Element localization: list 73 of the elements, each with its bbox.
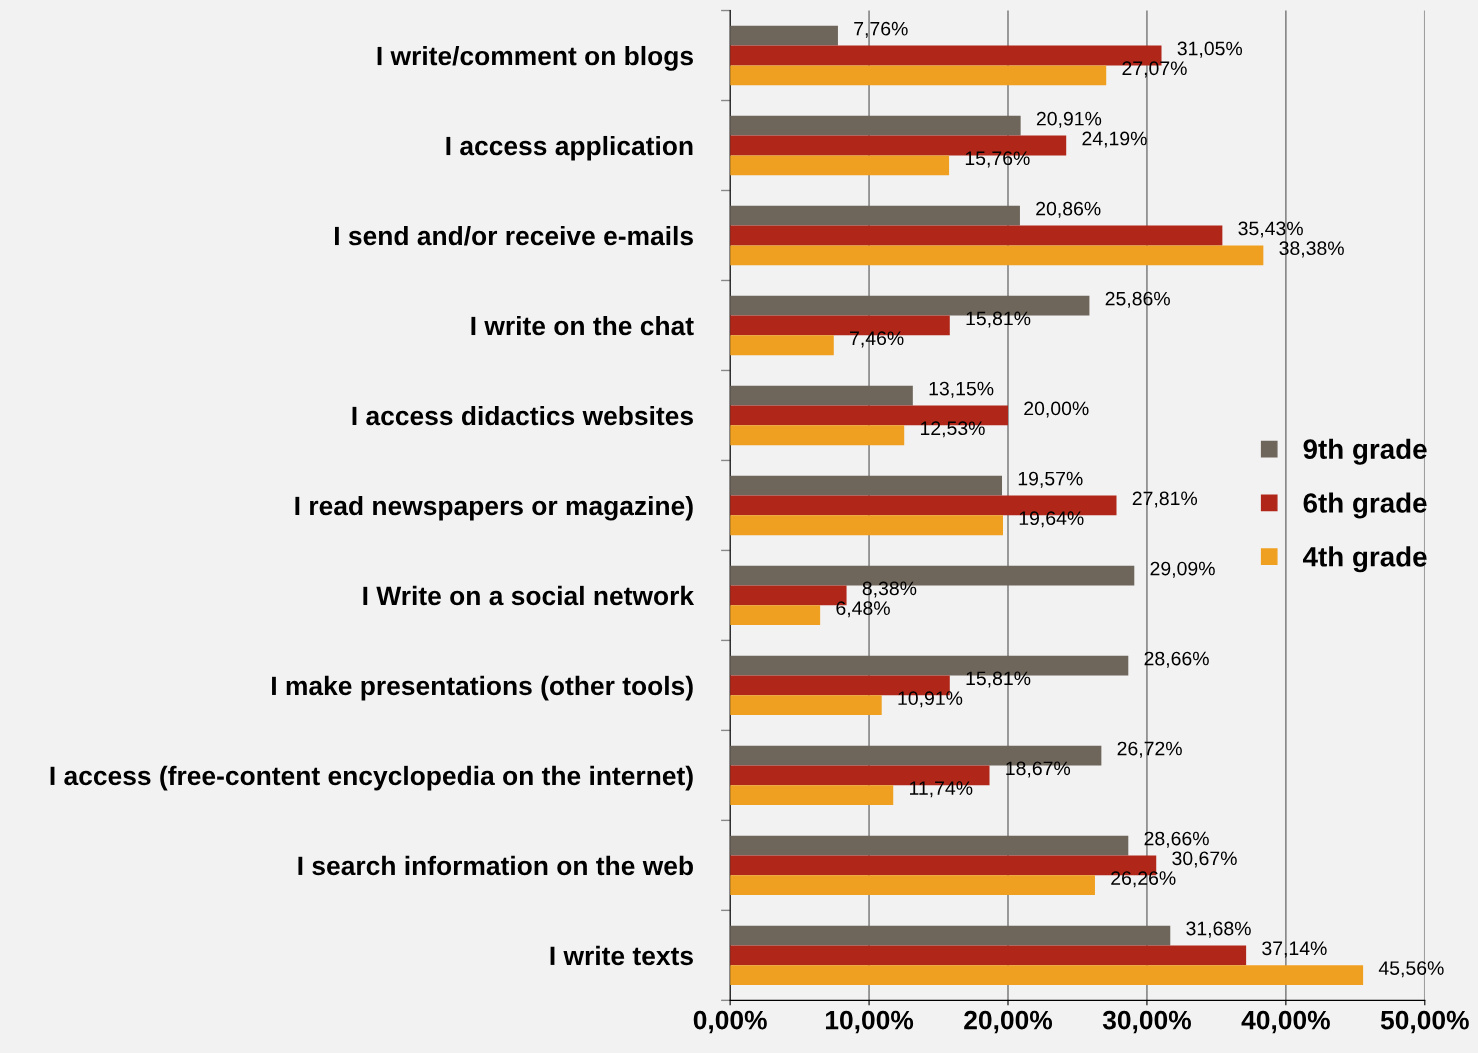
bar (730, 965, 1364, 986)
x-tick-label: 0,00% (693, 1010, 767, 1034)
data-label: 37,14% (1262, 941, 1327, 958)
data-label: 25,86% (1105, 291, 1170, 308)
bar (730, 835, 1129, 856)
y-tick-label: I access (free-content encyclopedia on the internet) (50, 765, 693, 791)
x-tick-label: 50,00% (1380, 1010, 1469, 1034)
bar (730, 925, 1171, 946)
data-label: 7,46% (850, 331, 904, 348)
data-label: 7,76% (854, 21, 908, 38)
y-tick-label: I write/comment on blogs (377, 45, 693, 71)
bar (730, 155, 950, 176)
data-label: 30,67% (1172, 851, 1237, 868)
data-label: 13,15% (929, 381, 994, 398)
x-tick-label: 10,00% (825, 1010, 914, 1034)
bar (730, 25, 838, 46)
bar (730, 335, 834, 356)
data-label: 26,72% (1117, 741, 1182, 758)
y-tick-label: I write on the chat (471, 315, 694, 336)
bar (730, 945, 1247, 966)
bar (730, 205, 1020, 226)
data-label: 24,19% (1082, 131, 1147, 148)
data-label: 19,64% (1019, 511, 1084, 528)
data-label: 28,66% (1144, 831, 1209, 848)
y-tick-label: I search information on the web (298, 855, 693, 876)
data-label: 35,43% (1238, 221, 1303, 238)
data-label: 18,67% (1006, 761, 1071, 778)
bar (730, 425, 905, 446)
data-label: 8,38% (862, 581, 917, 598)
data-label: 15,81% (966, 311, 1031, 328)
data-label: 11,74% (910, 781, 973, 798)
bar (730, 875, 1095, 896)
bar (730, 605, 821, 626)
bar (730, 225, 1223, 246)
x-tick-label: 40,00% (1241, 1010, 1330, 1034)
data-label: 27,81% (1132, 491, 1198, 508)
data-label: 10,91% (898, 691, 963, 708)
bar (730, 245, 1264, 266)
y-tick-label: I make presentations (other tools) (272, 675, 693, 701)
y-tick-label: I write texts (550, 945, 693, 966)
legend-label: 6th grade (1303, 492, 1427, 519)
y-tick-label: I access application (446, 135, 693, 161)
data-label: 26,26% (1111, 871, 1176, 888)
data-label: 27,07% (1122, 61, 1187, 78)
data-label: 20,86% (1036, 201, 1101, 218)
data-label: 29,09% (1150, 561, 1215, 578)
legend-label: 4th grade (1302, 546, 1427, 573)
y-tick-label: I access didactics websites (352, 405, 693, 426)
data-label: 19,57% (1018, 471, 1083, 488)
data-label: 31,05% (1177, 41, 1243, 58)
data-label: 45,56% (1378, 961, 1444, 978)
data-label: 20,00% (1024, 401, 1089, 418)
legend-label: 9th grade (1303, 438, 1427, 465)
y-tick-label: I Write on a social network (363, 585, 695, 606)
data-label: 15,76% (965, 151, 1030, 168)
data-label: 38,38% (1279, 241, 1344, 258)
bar (730, 65, 1107, 86)
data-label: 28,66% (1144, 651, 1209, 668)
data-label: 20,91% (1036, 111, 1102, 128)
y-tick-label: I read newspapers or magazine) (295, 495, 693, 521)
bar (730, 515, 1003, 536)
x-tick-label: 20,00% (964, 1010, 1053, 1034)
bar (730, 385, 913, 406)
data-label: 12,53% (920, 421, 985, 438)
bar (730, 785, 894, 806)
bar (730, 115, 1021, 136)
y-tick-label: I send and/or receive e-mails (335, 225, 693, 246)
data-label: 6,48% (836, 601, 890, 618)
bar (730, 475, 1003, 496)
data-label: 31,68% (1186, 921, 1251, 938)
data-label: 15,81% (966, 671, 1031, 688)
bar (730, 695, 882, 716)
x-tick-label: 30,00% (1102, 1010, 1191, 1034)
